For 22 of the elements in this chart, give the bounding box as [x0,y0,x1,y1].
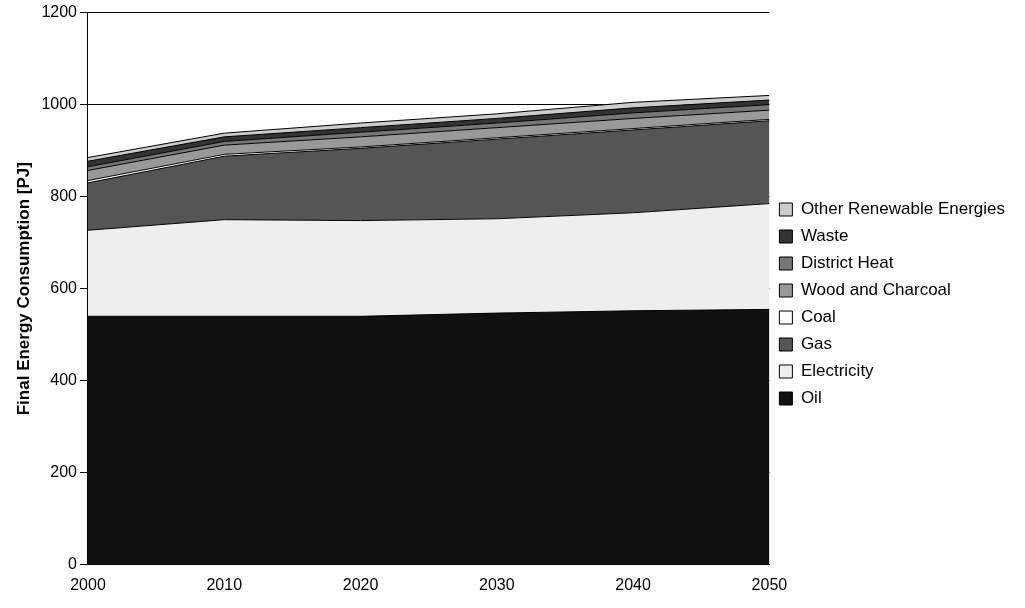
y-tick-label: 0 [68,555,78,573]
legend-label: Electricity [800,361,875,381]
legend-label: Oil [800,388,822,408]
y-tick-label: 600 [50,279,78,297]
x-tick-label: 2020 [342,575,379,593]
y-tick-label: 1000 [41,95,78,113]
x-tick-label: 2000 [70,575,106,593]
y-tick-label: 1200 [41,3,78,21]
x-tick-label: 2050 [751,575,788,593]
y-tick-label: 200 [50,463,78,481]
legend-label: Other Renewable Energies [800,199,1006,219]
legend-label: Waste [800,226,849,246]
y-tick-label: 800 [50,187,78,205]
x-tick-label: 2030 [479,575,515,593]
legend-label: Wood and Charcoal [800,280,951,300]
y-tick-label: 400 [50,371,78,389]
legend-label: Gas [800,334,833,354]
x-tick-label: 2040 [615,575,651,593]
legend-label: District Heat [800,253,894,273]
legend-label: Coal [800,307,836,327]
y-axis-title: Final Energy Consumption [PJ] [13,162,33,416]
x-tick-label: 2010 [206,575,243,593]
